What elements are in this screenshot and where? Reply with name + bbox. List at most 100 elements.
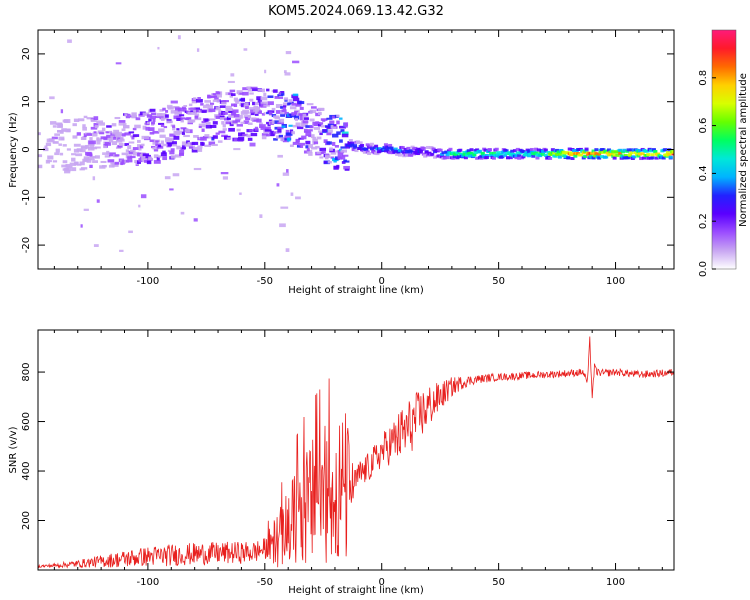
spectrogram-cell (166, 120, 173, 124)
spectrogram-x-axis: -100 -50 0 50 100 (53, 30, 663, 287)
spectrogram-cell (111, 162, 119, 167)
spectrogram-cell (308, 134, 312, 138)
spectrogram-cell (383, 143, 388, 147)
spectrogram-cell (279, 223, 286, 228)
spectrogram-cell (604, 155, 609, 159)
spectrogram-cell (552, 152, 557, 156)
spectrogram-cell (152, 118, 156, 122)
spectrogram-cell (365, 150, 370, 154)
spectrogram-cell (170, 155, 176, 159)
spectrogram-cell (441, 151, 446, 155)
spectrogram-cell (280, 206, 289, 209)
spectrogram-cell (179, 114, 185, 117)
spectrogram-cell (92, 155, 97, 158)
spectrogram-cell (548, 156, 553, 160)
spectrogram-cell (543, 153, 548, 157)
spectrogram-cell (529, 147, 534, 151)
spectrogram-cell (278, 92, 285, 96)
spectrogram-cell (313, 126, 321, 130)
spectrogram-xtick-label: 0 (379, 276, 385, 287)
spectrogram-cell (347, 141, 352, 145)
spectrogram-cell (195, 98, 203, 103)
spectrogram-cell (226, 137, 232, 140)
spectrogram-cell (174, 154, 182, 158)
spectrogram-cell (329, 147, 333, 151)
spectrogram-cell (231, 103, 236, 107)
spectrogram-cell (200, 103, 204, 106)
spectrogram-cell (179, 153, 184, 156)
spectrogram-cell (164, 176, 171, 180)
spectrogram-cell (291, 131, 295, 135)
spectrogram-cell (292, 60, 300, 64)
spectrogram-cell (514, 156, 519, 160)
spectrogram-cell (88, 140, 96, 145)
spectrogram-cell (243, 120, 250, 124)
spectrogram-cell (542, 150, 547, 154)
spectrogram-cell (79, 161, 85, 166)
spectrogram-cell (193, 218, 198, 222)
spectrogram-cell (626, 156, 631, 160)
spectrogram-cell (222, 100, 229, 103)
spectrogram-cell (204, 134, 210, 137)
spectrogram-cell (90, 118, 97, 123)
spectrogram-cell (260, 101, 268, 106)
spectrogram-cell (388, 143, 393, 147)
spectrogram-cell (230, 73, 235, 77)
spectrogram-cell (284, 111, 289, 115)
spectrogram-cell (86, 158, 92, 163)
spectrogram-cell (606, 148, 611, 152)
spectrogram-cell (358, 141, 363, 145)
spectrogram-cell (430, 152, 435, 156)
spectrogram-cell (132, 151, 140, 156)
spectrogram-cell (288, 99, 293, 103)
spectrogram-cell (201, 142, 205, 146)
spectrogram-cell (563, 155, 568, 159)
spectrogram-cell (137, 139, 141, 143)
spectrogram-cell (294, 117, 299, 122)
spectrogram-cell (201, 110, 207, 113)
spectrogram-cell (337, 155, 342, 159)
spectrogram-cell (181, 106, 186, 109)
spectrogram-cell (510, 149, 515, 153)
spectrogram-cell (149, 139, 156, 143)
spectrogram-cell (282, 105, 287, 108)
spectrogram-cell (245, 116, 251, 121)
spectrogram-cell (553, 154, 558, 158)
spectrogram-cell (232, 120, 238, 124)
spectrogram-cell (264, 126, 271, 130)
spectrogram-cell (319, 156, 324, 159)
spectrogram-cell (141, 135, 150, 140)
spectrogram-cell (252, 88, 259, 92)
spectrogram-cell (590, 151, 595, 155)
spectrogram-cell (326, 141, 332, 145)
spectrogram-cell (650, 153, 655, 157)
spectrogram-cell (208, 104, 213, 109)
spectrogram-cell (463, 156, 468, 160)
spectrogram-cell (71, 167, 77, 172)
spectrogram-cell (72, 123, 77, 127)
spectrogram-cell (233, 138, 238, 142)
spectrogram-cell (51, 136, 58, 140)
spectrogram-cell (277, 126, 284, 130)
spectrogram-cell (421, 152, 426, 156)
spectrogram-cell (578, 153, 583, 157)
spectrogram-cell (58, 123, 63, 128)
spectrogram-cell (416, 152, 421, 156)
spectrogram-cell (79, 149, 86, 153)
spectrogram-cell (216, 94, 222, 98)
spectrogram-cell (538, 154, 543, 158)
spectrogram-cell (284, 135, 292, 139)
spectrogram-cell (315, 112, 321, 117)
spectrogram-cell (292, 93, 299, 96)
spectrogram-cell (198, 125, 202, 129)
snr-x-axis: -100 -50 0 50 100 (53, 330, 663, 588)
spectrogram-cell (562, 151, 567, 155)
spectrogram-cell (489, 152, 494, 156)
spectrogram-cell (261, 135, 267, 140)
spectrogram-cell (232, 109, 239, 113)
spectrogram-cell (390, 148, 395, 152)
spectrogram-cell (225, 121, 232, 125)
spectrogram-cell (107, 159, 115, 163)
spectrogram-cell (332, 141, 336, 146)
spectrogram-cell (484, 153, 489, 157)
